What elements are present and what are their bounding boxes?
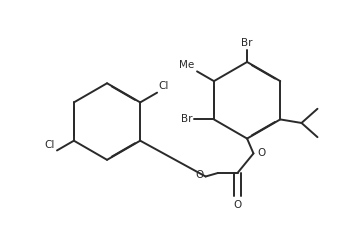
- Text: O: O: [233, 200, 242, 210]
- Text: O: O: [258, 148, 266, 158]
- Text: Br: Br: [241, 38, 253, 48]
- Text: Me: Me: [179, 60, 194, 70]
- Text: Br: Br: [181, 114, 193, 124]
- Text: O: O: [196, 170, 204, 180]
- Text: Cl: Cl: [159, 81, 169, 91]
- Text: Cl: Cl: [45, 140, 55, 150]
